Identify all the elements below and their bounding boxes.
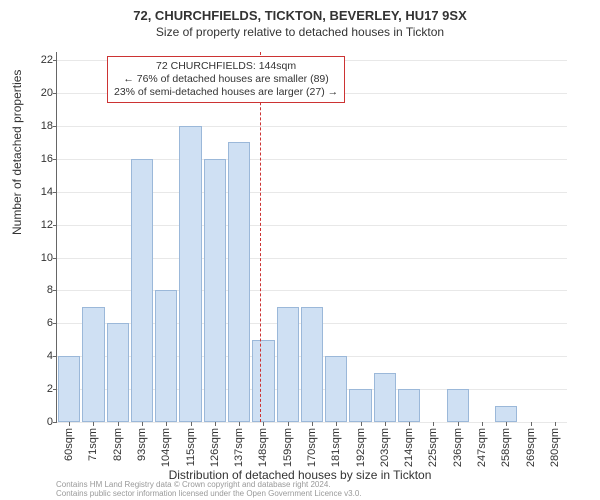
ytick-mark [53,290,57,291]
ytick-mark [53,225,57,226]
ytick-label: 22 [41,54,53,66]
ytick-mark [53,323,57,324]
xtick-label: 247sqm [476,428,488,467]
xtick-mark [336,422,337,426]
bar [131,159,153,422]
xtick-mark [239,422,240,426]
xtick-label: 192sqm [355,428,367,467]
bar [349,389,371,422]
ytick-label: 18 [41,120,53,132]
xtick-label: 104sqm [160,428,172,467]
footer-line1: Contains HM Land Registry data © Crown c… [56,480,362,489]
bar [107,323,129,422]
gridline [57,126,567,127]
ytick-mark [53,126,57,127]
xtick-mark [69,422,70,426]
xtick-mark [166,422,167,426]
ytick-label: 20 [41,87,53,99]
xtick-label: 225sqm [427,428,439,467]
bar [398,389,420,422]
xtick-label: 71sqm [87,428,99,461]
xtick-mark [142,422,143,426]
ytick-mark [53,356,57,357]
chart-plot-area: 024681012141618202260sqm71sqm82sqm93sqm1… [56,52,567,423]
xtick-mark [458,422,459,426]
annotation-line3: 23% of semi-detached houses are larger (… [114,86,338,99]
chart-title: 72, CHURCHFIELDS, TICKTON, BEVERLEY, HU1… [0,8,600,23]
ytick-label: 6 [47,317,53,329]
xtick-label: 236sqm [452,428,464,467]
xtick-mark [482,422,483,426]
ytick-mark [53,60,57,61]
xtick-label: 258sqm [500,428,512,467]
xtick-label: 203sqm [379,428,391,467]
xtick-mark [118,422,119,426]
bar [447,389,469,422]
xtick-mark [191,422,192,426]
annotation-box: 72 CHURCHFIELDS: 144sqm← 76% of detached… [107,56,345,103]
xtick-label: 269sqm [525,428,537,467]
xtick-mark [409,422,410,426]
xtick-mark [531,422,532,426]
bar [228,142,250,422]
bar [301,307,323,422]
xtick-label: 93sqm [136,428,148,461]
xtick-mark [93,422,94,426]
y-axis-label: Number of detached properties [10,70,24,235]
xtick-label: 170sqm [306,428,318,467]
ytick-label: 4 [47,350,53,362]
ytick-mark [53,159,57,160]
xtick-mark [385,422,386,426]
bar [325,356,347,422]
ytick-mark [53,93,57,94]
bar [82,307,104,422]
xtick-label: 82sqm [112,428,124,461]
ytick-label: 2 [47,383,53,395]
xtick-label: 126sqm [209,428,221,467]
ytick-label: 16 [41,153,53,165]
bar [204,159,226,422]
bar [495,406,517,422]
bar [58,356,80,422]
xtick-mark [215,422,216,426]
xtick-label: 148sqm [257,428,269,467]
bar [277,307,299,422]
ytick-label: 0 [47,416,53,428]
xtick-mark [361,422,362,426]
chart-subtitle: Size of property relative to detached ho… [0,25,600,39]
bar [252,340,274,422]
xtick-mark [506,422,507,426]
annotation-line1: 72 CHURCHFIELDS: 144sqm [114,60,338,73]
reference-line [260,52,261,422]
xtick-label: 280sqm [549,428,561,467]
xtick-mark [288,422,289,426]
bar [179,126,201,422]
xtick-label: 137sqm [233,428,245,467]
ytick-mark [53,422,57,423]
xtick-mark [312,422,313,426]
xtick-label: 159sqm [282,428,294,467]
xtick-label: 181sqm [330,428,342,467]
ytick-label: 14 [41,186,53,198]
footer-attribution: Contains HM Land Registry data © Crown c… [56,480,362,498]
xtick-mark [433,422,434,426]
ytick-label: 10 [41,252,53,264]
ytick-label: 8 [47,284,53,296]
xtick-mark [555,422,556,426]
xtick-label: 214sqm [403,428,415,467]
xtick-label: 115sqm [185,428,197,466]
ytick-label: 12 [41,219,53,231]
bar [374,373,396,422]
ytick-mark [53,258,57,259]
ytick-mark [53,389,57,390]
bar [155,290,177,422]
xtick-label: 60sqm [63,428,75,461]
xtick-mark [263,422,264,426]
ytick-mark [53,192,57,193]
annotation-line2: ← 76% of detached houses are smaller (89… [114,73,338,86]
footer-line2: Contains public sector information licen… [56,489,362,498]
